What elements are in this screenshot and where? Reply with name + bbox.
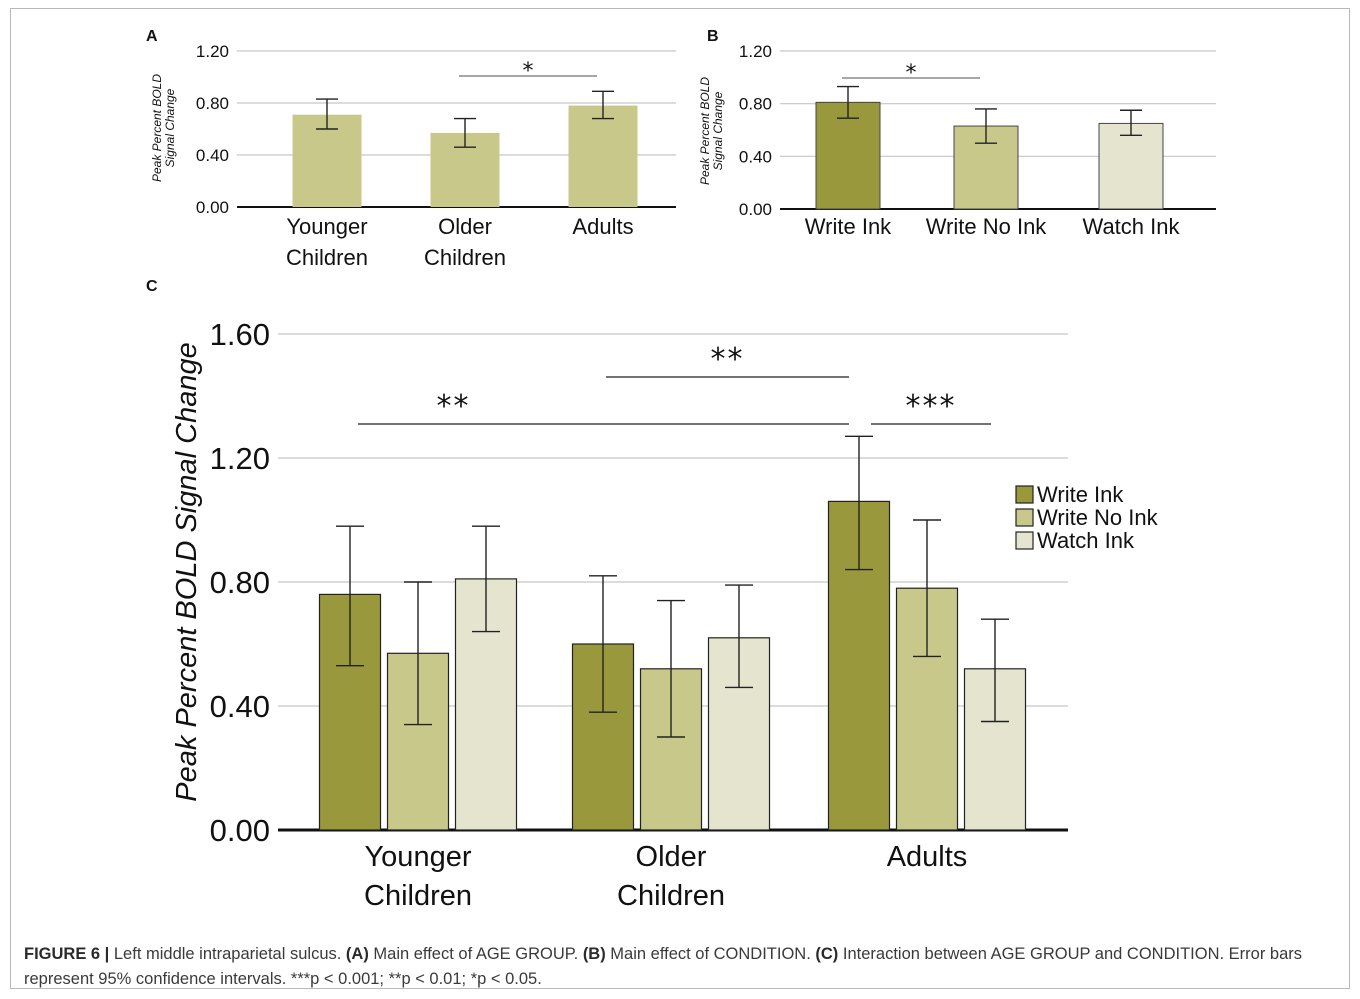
panel-c-category-label: Younger Children xyxy=(364,841,472,912)
panel-b-bar xyxy=(1098,122,1164,210)
panel-letter-b: B xyxy=(707,28,719,45)
panel-letter-a: A xyxy=(146,28,158,45)
panel-c-significance-label: *** xyxy=(906,389,957,424)
panel-letter-c: C xyxy=(146,278,158,295)
panel-a-y-tick-label: 1.20 xyxy=(196,42,229,61)
legend-swatch xyxy=(1015,531,1034,550)
panel-c-y-tick-label: 1.60 xyxy=(210,317,270,352)
panel-b-y-axis-label: Peak Percent BOLDSignal Change xyxy=(698,77,725,185)
legend-label: Write No Ink xyxy=(1037,505,1159,530)
panel-a-category-label: Adults xyxy=(572,214,633,239)
panel-c-y-tick-label: 0.40 xyxy=(210,689,270,724)
panel-c-y-axis-label: Peak Percent BOLD Signal Change xyxy=(171,342,203,801)
caption-text: Left middle intraparietal sulcus. xyxy=(109,945,346,963)
figure-caption: FIGURE 6 | Left middle intraparietal sul… xyxy=(24,942,1334,992)
panel-b-significance-label: * xyxy=(906,61,917,86)
panel-c-category-label: Older Children xyxy=(617,841,725,912)
legend-swatch xyxy=(1015,485,1034,504)
caption-a-text: Main effect of AGE GROUP. xyxy=(368,945,583,963)
panel-a-y-axis-label: Peak Percent BOLDSignal Change xyxy=(150,74,177,182)
panel-c-significance-label: ** xyxy=(437,389,471,424)
panel-b-bar xyxy=(815,101,881,210)
panel-a-bar xyxy=(292,114,362,207)
caption-figure-label: FIGURE 6 | xyxy=(24,945,110,963)
panel-b-category-label: Write Ink xyxy=(805,214,892,239)
panel-a-bar xyxy=(568,105,638,207)
caption-b-label: (B) xyxy=(582,945,606,963)
panel-a-y-tick-label: 0.00 xyxy=(196,198,229,217)
panel-a-category-label: Younger Children xyxy=(286,214,368,270)
panel-a-category-label: Older Children xyxy=(424,214,506,270)
panel-c-y-tick-label: 1.20 xyxy=(210,441,270,476)
panel-b-y-tick-label: 0.40 xyxy=(739,147,772,166)
caption-b-text: Main effect of CONDITION. xyxy=(605,945,816,963)
panel-b-y-tick-label: 0.80 xyxy=(739,95,772,114)
panel-b-y-tick-label: 1.20 xyxy=(739,42,772,61)
panel-b-y-tick-label: 0.00 xyxy=(739,200,772,219)
caption-a-label: (A) xyxy=(345,945,369,963)
panel-c-y-tick-label: 0.00 xyxy=(210,813,270,848)
panel-a-y-tick-label: 0.80 xyxy=(196,94,229,113)
panel-c-y-tick-label: 0.80 xyxy=(210,565,270,600)
panel-b-category-label: Write No Ink xyxy=(926,214,1048,239)
panel-a-y-tick-label: 0.40 xyxy=(196,146,229,165)
legend-swatch xyxy=(1015,508,1034,527)
panel-a-significance-label: * xyxy=(523,59,534,84)
panel-b-category-label: Watch Ink xyxy=(1083,214,1181,239)
caption-c-label: (C) xyxy=(815,945,839,963)
legend-label: Write Ink xyxy=(1037,482,1124,507)
caption-c-text: Interaction between AGE GROUP and CONDIT… xyxy=(24,945,1302,988)
panel-c-category-label: Adults xyxy=(887,841,968,873)
legend-label: Watch Ink xyxy=(1037,528,1135,553)
figure-frame xyxy=(10,8,1350,989)
panel-c-significance-label: ** xyxy=(711,342,745,377)
